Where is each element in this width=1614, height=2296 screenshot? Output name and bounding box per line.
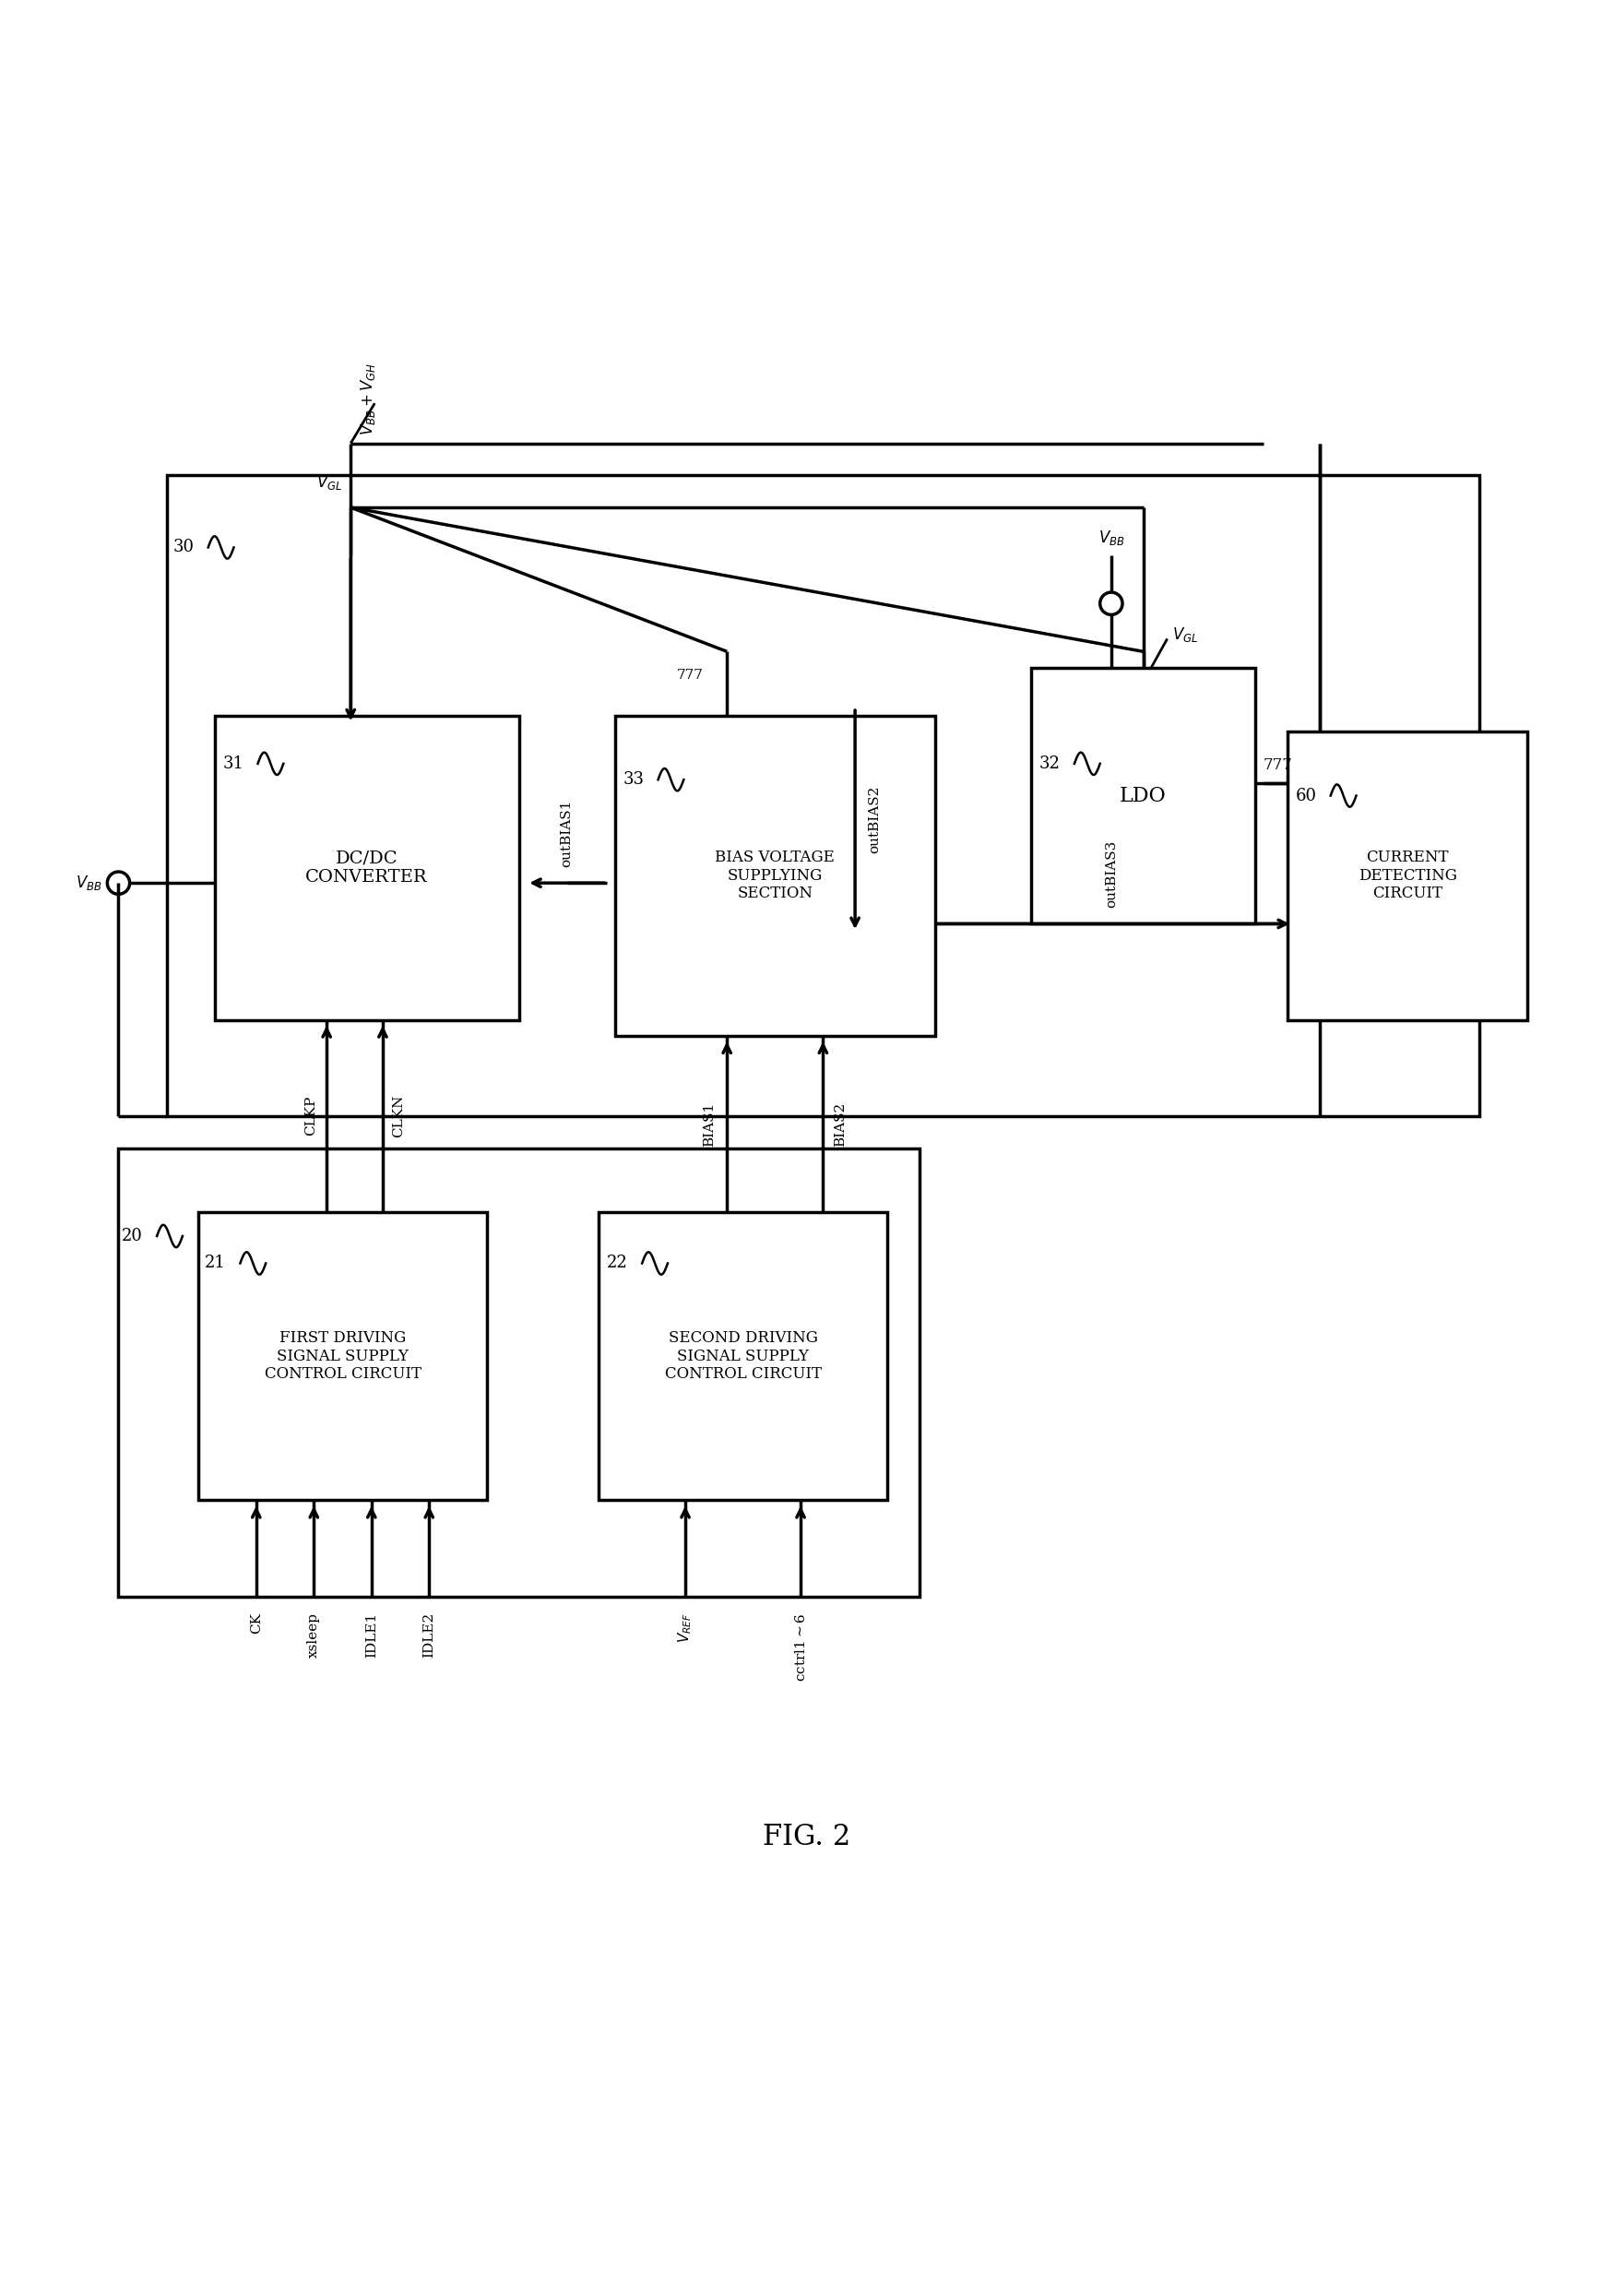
Text: FIRST DRIVING
SIGNAL SUPPLY
CONTROL CIRCUIT: FIRST DRIVING SIGNAL SUPPLY CONTROL CIRC…: [265, 1329, 421, 1382]
FancyBboxPatch shape: [599, 1212, 888, 1499]
Text: BIAS2: BIAS2: [834, 1102, 847, 1146]
Text: DC/DC
CONVERTER: DC/DC CONVERTER: [305, 850, 428, 886]
Text: outBIAS2: outBIAS2: [868, 785, 881, 854]
Text: 22: 22: [607, 1256, 628, 1272]
Text: 32: 32: [1039, 755, 1060, 771]
Text: 20: 20: [121, 1228, 142, 1244]
Text: CURRENT
DETECTING
CIRCUIT: CURRENT DETECTING CIRCUIT: [1357, 850, 1457, 902]
Text: 30: 30: [173, 540, 194, 556]
Text: $V_{BB}+V_{GH}$: $V_{BB}+V_{GH}$: [358, 363, 378, 436]
FancyBboxPatch shape: [166, 475, 1480, 1116]
Text: CLKN: CLKN: [392, 1095, 405, 1137]
Text: 777: 777: [1264, 758, 1293, 774]
Text: CLKP: CLKP: [303, 1095, 316, 1137]
Text: CK: CK: [250, 1612, 263, 1635]
Text: SECOND DRIVING
SIGNAL SUPPLY
CONTROL CIRCUIT: SECOND DRIVING SIGNAL SUPPLY CONTROL CIR…: [665, 1329, 822, 1382]
Text: $V_{BB}$: $V_{BB}$: [1098, 528, 1125, 546]
Text: 33: 33: [623, 771, 644, 788]
Text: 21: 21: [205, 1256, 226, 1272]
Text: $V_{GL}$: $V_{GL}$: [316, 473, 342, 491]
Text: LDO: LDO: [1120, 785, 1167, 806]
Text: xsleep: xsleep: [307, 1612, 320, 1658]
FancyBboxPatch shape: [199, 1212, 487, 1499]
Text: 31: 31: [223, 755, 244, 771]
Text: $V_{BB}$: $V_{BB}$: [76, 875, 102, 893]
Text: $V_{REF}$: $V_{REF}$: [676, 1612, 694, 1642]
Text: outBIAS3: outBIAS3: [1104, 840, 1117, 907]
Text: BIAS1: BIAS1: [702, 1102, 715, 1146]
Text: outBIAS1: outBIAS1: [560, 799, 573, 868]
Text: IDLE1: IDLE1: [365, 1612, 378, 1658]
Text: cctrl1$\sim$6: cctrl1$\sim$6: [794, 1612, 807, 1681]
Text: $V_{GL}$: $V_{GL}$: [1172, 625, 1198, 643]
Text: FIG. 2: FIG. 2: [763, 1823, 851, 1851]
FancyBboxPatch shape: [1031, 668, 1256, 923]
FancyBboxPatch shape: [215, 716, 518, 1019]
Text: IDLE2: IDLE2: [423, 1612, 436, 1658]
FancyBboxPatch shape: [615, 716, 935, 1035]
Text: 777: 777: [676, 668, 704, 682]
Text: BIAS VOLTAGE
SUPPLYING
SECTION: BIAS VOLTAGE SUPPLYING SECTION: [715, 850, 834, 902]
Text: 60: 60: [1296, 788, 1317, 804]
FancyBboxPatch shape: [118, 1148, 918, 1596]
FancyBboxPatch shape: [1288, 732, 1527, 1019]
